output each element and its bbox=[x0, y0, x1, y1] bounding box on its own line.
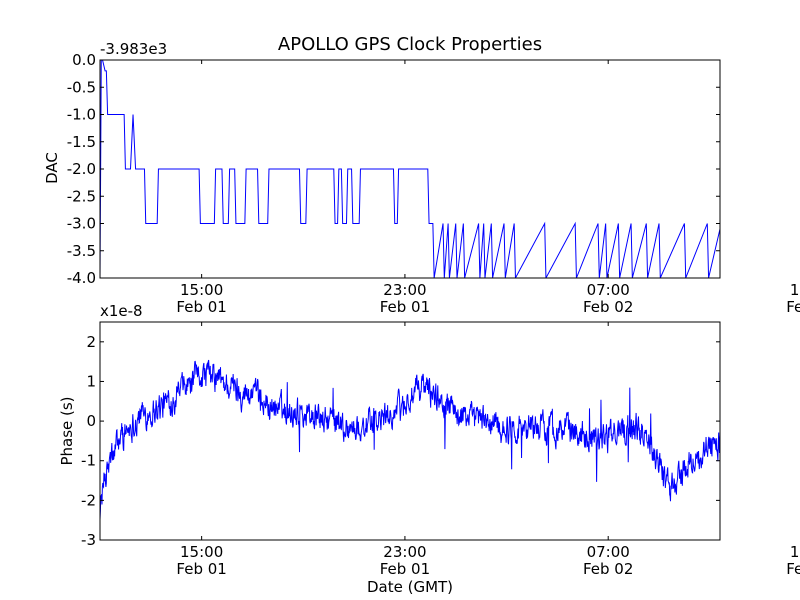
dac-xtick-date-label: Feb 02 bbox=[583, 298, 633, 316]
phase-ytick-label: 2 bbox=[86, 333, 96, 351]
dac-xtick-date-label: Feb 01 bbox=[380, 298, 430, 316]
phase-y-axis-label: Phase (s) bbox=[58, 396, 76, 465]
dac-xtick-time-label: 15:00 bbox=[180, 281, 223, 299]
phase-xtick-time-label: 15:00 bbox=[790, 543, 800, 561]
dac-axis-ticks: 0.0 -0.5 -1.0 -1.5 -2.0 -2.5 -3.0 -3.5 -4.0 15:00… bbox=[67, 51, 800, 316]
dac-ytick-label: -2.0 bbox=[67, 160, 96, 178]
phase-ytick-label: 1 bbox=[86, 372, 96, 390]
phase-ytick-label: -3 bbox=[81, 531, 96, 549]
dac-ytick-label: -1.5 bbox=[67, 133, 96, 151]
dac-ytick-label: -0.5 bbox=[67, 78, 96, 96]
phase-series-line bbox=[100, 359, 720, 520]
phase-xtick-date-label: Feb 01 bbox=[380, 560, 430, 578]
x-axis-label: Date (GMT) bbox=[367, 578, 453, 596]
dac-ytick-label: -4.0 bbox=[67, 269, 96, 287]
phase-xtick-date-label: Feb 01 bbox=[176, 560, 226, 578]
phase-offset-text: x1e-8 bbox=[100, 302, 143, 320]
dac-ytick-label: -2.5 bbox=[67, 187, 96, 205]
phase-ytick-label: -1 bbox=[81, 452, 96, 470]
phase-ytick-label: -2 bbox=[81, 491, 96, 509]
dac-series-line bbox=[100, 60, 720, 278]
dac-xtick-date-label: Feb 01 bbox=[176, 298, 226, 316]
phase-plot-frame bbox=[99, 321, 721, 541]
dac-ytick-label: 0.0 bbox=[72, 51, 96, 69]
dac-xtick-time-label: 07:00 bbox=[587, 281, 630, 299]
phase-ytick-label: 0 bbox=[86, 412, 96, 430]
dac-y-axis-label: DAC bbox=[43, 152, 61, 184]
phase-xtick-time-label: 07:00 bbox=[587, 543, 630, 561]
phase-xtick-time-label: 15:00 bbox=[180, 543, 223, 561]
chart-title: APOLLO GPS Clock Properties bbox=[278, 34, 542, 55]
dac-offset-text: -3.983e3 bbox=[100, 40, 167, 58]
dac-xtick-time-label: 23:00 bbox=[383, 281, 426, 299]
phase-xtick-time-label: 23:00 bbox=[383, 543, 426, 561]
dac-ytick-label: -3.5 bbox=[67, 242, 96, 260]
dac-panel: APOLLO GPS Clock Properties -3.983e3 DAC… bbox=[43, 34, 800, 316]
dac-ytick-label: -1.0 bbox=[67, 106, 96, 124]
dac-xtick-date-label: Feb 02 bbox=[786, 298, 800, 316]
dac-ytick-label: -3.0 bbox=[67, 215, 96, 233]
phase-xtick-date-label: Feb 02 bbox=[583, 560, 633, 578]
phase-xtick-date-label: Feb 02 bbox=[786, 560, 800, 578]
dac-xtick-time-label: 15:00 bbox=[790, 281, 800, 299]
